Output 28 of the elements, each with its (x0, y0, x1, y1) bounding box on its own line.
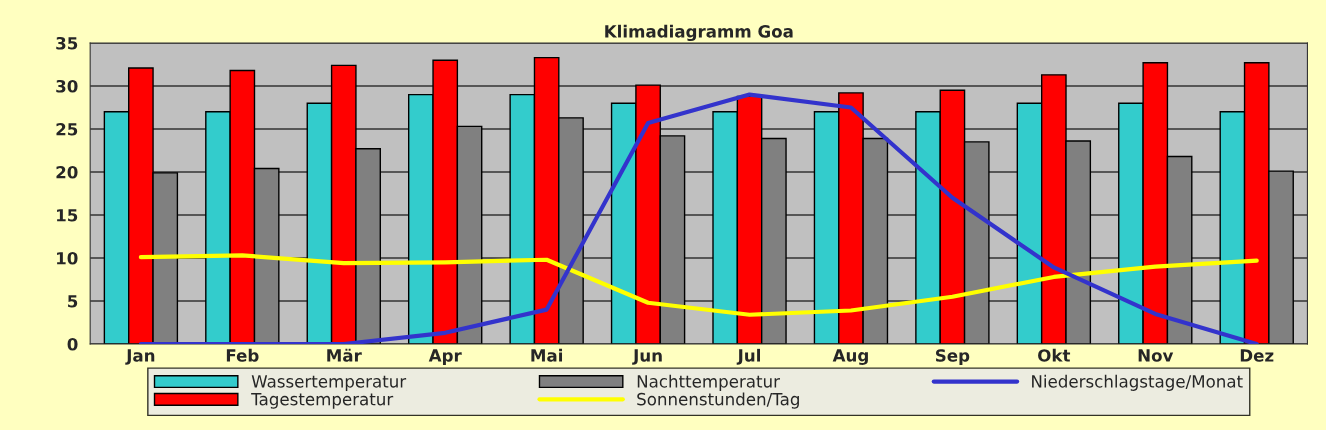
x-tick-label: Aug (832, 349, 868, 365)
y-tick-label: 10 (57, 251, 78, 265)
line-series (138, 92, 1259, 344)
x-tick-label: Jul (736, 348, 761, 365)
y-tick-label: 5 (68, 295, 78, 308)
x-tick-label: Mär (327, 348, 362, 362)
x-tick-label: Mai (531, 348, 563, 362)
y-tick-label: 20 (56, 165, 78, 179)
y-tick-label: 0 (67, 337, 78, 351)
x-tick-label: Dez (1240, 349, 1274, 362)
legend-label: Wassertemperatur (251, 375, 407, 391)
x-tick-label: Jan (125, 349, 155, 365)
y-tick-label: 25 (56, 122, 78, 136)
x-tick-label: Feb (226, 348, 259, 362)
chart-title: Klimadiagramm Goa (605, 24, 793, 42)
y-tick-label: 30 (56, 79, 78, 93)
legend-label: Tagestemperatur (251, 393, 394, 409)
y-tick-label: 35 (56, 36, 78, 50)
x-tick-label: Apr (428, 349, 462, 365)
x-tick-label: Jun (632, 349, 662, 365)
line-series (138, 253, 1259, 317)
y-tick-label: 15 (57, 209, 78, 222)
x-tick-label: Okt (1038, 348, 1071, 362)
x-tick-label: Sep (935, 349, 970, 365)
x-tick-label: Nov (1138, 349, 1174, 362)
legend-label: Niederschlagstage/Monat (1032, 374, 1243, 391)
legend-label: Sonnenstunden/Tag (637, 392, 799, 409)
legend-label: Nachttemperatur (637, 374, 780, 391)
